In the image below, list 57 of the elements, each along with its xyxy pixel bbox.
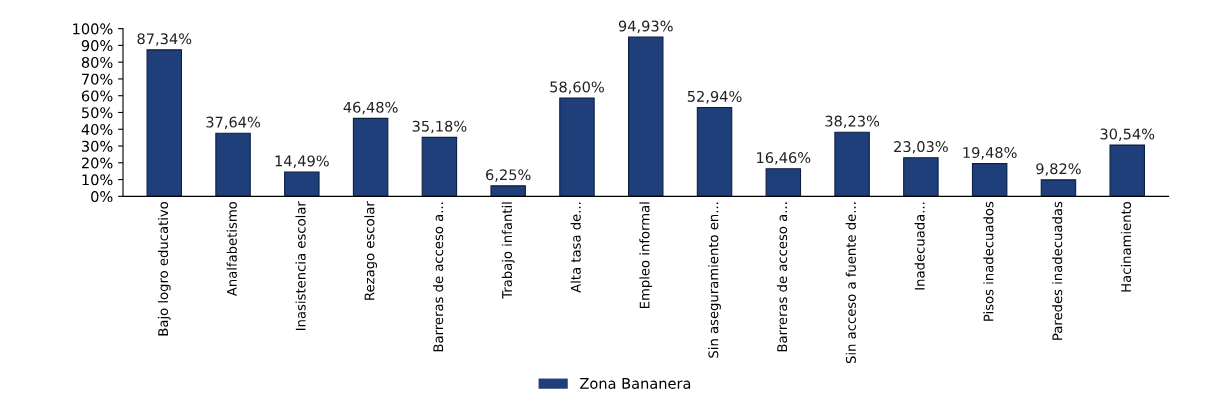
bar [834,131,870,197]
bar [146,49,183,197]
x-tick-label: Trabajo infantil [501,202,515,299]
x-tick-label: Inadecuada... [914,202,925,290]
y-tick-label: 80% [81,56,113,68]
bar [215,132,251,197]
data-label: 23,03% [894,141,948,154]
bar [352,117,389,197]
x-tick-label: Alta tasa de... [570,202,581,293]
data-label: 52,94% [687,90,742,104]
data-label: 58,60% [550,81,604,94]
bar [1040,179,1077,197]
bar [559,97,595,197]
x-tick-label: Empleo informal [639,202,653,309]
data-label: 37,64% [206,116,261,130]
x-tick-label: Inasistencia escolar [295,201,306,330]
x-tick-label: Bajo logro educativo [157,201,171,336]
y-tick-label: 90% [81,40,113,52]
data-label: 9,82% [1036,163,1081,176]
bar [1109,144,1145,197]
data-label: 19,48% [963,147,1017,160]
bar [903,157,939,197]
data-label: 6,25% [486,169,531,182]
y-tick-label: 10% [82,174,113,186]
y-tick-label: 0% [91,191,113,203]
y-tick-label: 70% [82,73,113,85]
x-tick-label: Barreras de acceso a... [776,202,788,352]
y-tick-label: 40% [81,123,113,135]
bar [490,185,526,197]
bar [765,168,802,197]
x-tick-label: Paredes inadecuadas [1052,201,1063,340]
x-tick-label: Pisos inadecuados [983,201,994,321]
x-tick-label: Sin acceso a fuente de... [845,202,856,364]
x-tick-label: Sin aseguramiento en... [708,202,721,358]
bar [627,36,664,197]
bar [421,136,458,197]
x-tick-label: Hacinamiento [1120,201,1132,292]
data-label: 38,23% [825,115,880,129]
bar [284,171,320,197]
bar [971,163,1008,197]
y-tick-label: 100% [73,23,113,35]
data-label: 16,46% [757,152,811,165]
x-tick-label: Rezago escolar [364,201,377,300]
data-label: 94,93% [618,20,673,34]
y-tick-label: 30% [81,140,113,152]
data-label: 14,49% [275,155,329,168]
y-tick-label: 50% [81,107,113,119]
y-tick-label: 20% [81,157,113,169]
y-tick-label: 60% [81,90,113,102]
data-label: 87,34% [137,33,192,46]
data-label: 46,48% [343,101,398,115]
data-label: 35,18% [412,120,467,134]
data-label: 30,54% [1100,128,1155,141]
x-tick-label: Analfabetismo [226,201,237,297]
legend-label: Zona Bananera [580,378,691,389]
x-tick-label: Barreras de acceso a... [433,202,444,352]
bar [696,106,733,197]
